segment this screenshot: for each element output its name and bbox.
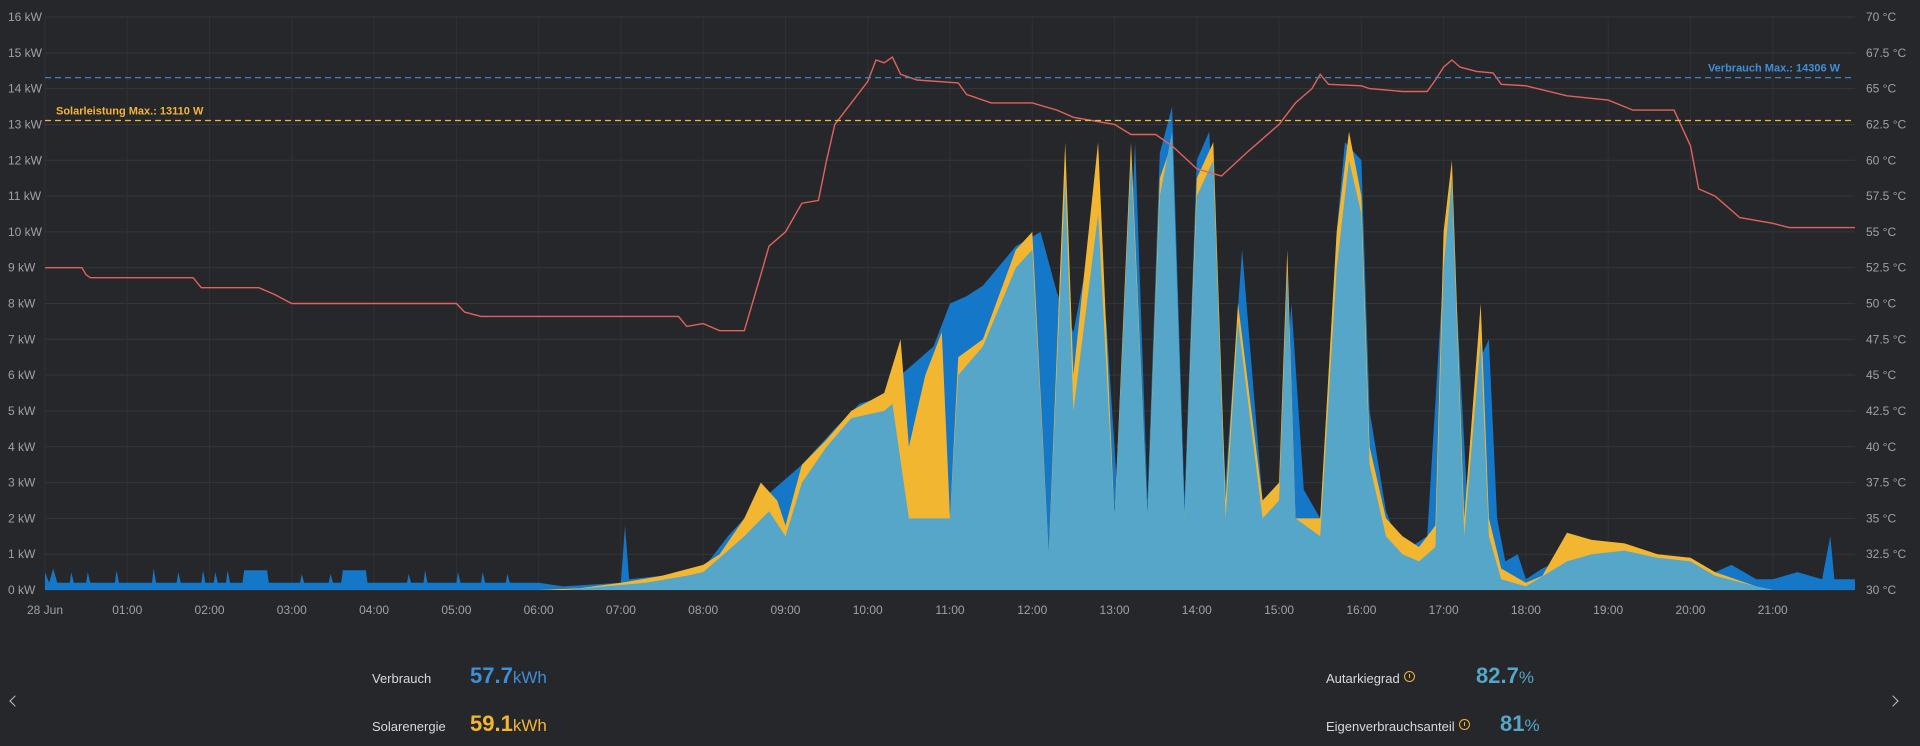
chart-grid [44,16,1855,591]
y-left-tick-label: 0 kW [8,583,36,597]
y-left-tick-label: 11 kW [8,189,42,203]
y-right-tick-label: 30 °C [1866,583,1896,597]
y-right-tick-label: 40 °C [1866,440,1896,454]
chevron-right-icon [1887,695,1899,707]
x-tick-label: 05:00 [441,603,471,617]
stat-solar-number: 59.1 [470,711,513,736]
y-right-tick-label: 65 °C [1866,82,1896,96]
y-right-tick-label: 60 °C [1866,153,1896,167]
y-right-tick-label: 37.5 °C [1866,476,1906,490]
y-left-tick-label: 9 kW [8,261,36,275]
stat-eigenverbrauch-unit: % [1524,716,1540,735]
y-left-tick-label: 12 kW [8,153,43,167]
stat-eigenverbrauch-label-text: Eigenverbrauchsanteil [1326,719,1455,734]
x-tick-label: 10:00 [853,603,883,617]
y-right-tick-label: 32.5 °C [1866,547,1906,561]
y-right-tick-label: 55 °C [1866,225,1896,239]
next-day-button[interactable] [1884,686,1906,716]
series-area-0 [45,106,1855,590]
temperature-line-group [45,56,1855,332]
previous-day-button[interactable] [2,686,24,716]
x-tick-label: 16:00 [1346,603,1376,617]
y-right-tick-label: 42.5 °C [1866,404,1906,418]
x-tick-label: 18:00 [1511,603,1541,617]
reference-line-label-1: Solarleistung Max.: 13110 W [56,105,204,117]
reference-lines: Verbrauch Max.: 14306 W Solarleistung Max… [45,63,1855,122]
y-left-tick-label: 5 kW [8,404,36,418]
x-tick-label: 01:00 [112,603,142,617]
x-tick-label: 08:00 [688,603,718,617]
x-tick-label: 11:00 [935,603,964,617]
stat-autarkiegrad: Autarkiegrad 82.7% [1326,663,1534,689]
info-icon[interactable] [1458,719,1470,730]
x-tick-label: 19:00 [1593,603,1623,617]
temperature-line [45,56,1855,332]
y-left-tick-label: 2 kW [8,511,36,525]
chevron-left-icon [9,695,21,707]
x-tick-label: 13:00 [1100,603,1130,617]
x-tick-label: 09:00 [770,603,800,617]
x-tick-label: 28 Jun [27,603,63,617]
stat-solar-label: Solarenergie [372,719,446,734]
y-right-tick-label: 52.5 °C [1866,261,1906,275]
y-right-tick-label: 45 °C [1866,368,1896,382]
x-tick-label: 07:00 [606,603,636,617]
y-right-tick-label: 62.5 °C [1866,117,1906,131]
y-left-tick-label: 4 kW [8,440,36,454]
x-tick-label: 03:00 [277,603,307,617]
y-left-tick-label: 6 kW [8,368,36,382]
x-tick-label: 17:00 [1429,603,1459,617]
summary-panel: Verbrauch 57.7kWh Solarenergie 59.1kWh A… [0,650,1920,736]
info-icon[interactable] [1403,671,1415,682]
y-axis-left: 0 kW 1 kW 2 kW 3 kW 4 kW 5 kW 6 kW 7 kW 8 kW 9 kW… [8,10,43,597]
stat-verbrauch: Verbrauch 57.7kWh [372,663,547,689]
y-left-tick-label: 13 kW [8,117,43,131]
stat-solarenergie: Solarenergie 59.1kWh [372,711,547,737]
y-axis-right: 30 °C 32.5 °C 35 °C 37.5 °C 40 °C 42.5 °C 45 °… [1866,10,1906,597]
y-right-tick-label: 47.5 °C [1866,332,1906,346]
y-left-tick-label: 1 kW [8,547,36,561]
stat-eigenverbrauchsanteil: Eigenverbrauchsanteil 81% [1326,711,1540,737]
stat-verbrauch-value: 57.7kWh [470,663,547,689]
y-left-tick-label: 10 kW [8,225,43,239]
y-left-tick-label: 3 kW [8,476,36,490]
x-tick-label: 02:00 [195,603,225,617]
chart-areas [45,106,1855,590]
x-axis: 28 Jun 01:00 02:00 03:00 04:00 05:00 06:00 07:0… [27,603,1788,617]
x-tick-label: 15:00 [1264,603,1294,617]
stat-eigenverbrauch-number: 81 [1500,711,1525,736]
y-left-tick-label: 14 kW [8,82,43,96]
stat-autarkie-label-text: Autarkiegrad [1326,671,1400,686]
y-right-tick-label: 57.5 °C [1866,189,1906,203]
series-area-2 [45,131,1773,590]
y-right-tick-label: 50 °C [1866,297,1896,311]
y-left-tick-label: 15 kW [8,46,43,60]
stat-solar-unit: kWh [512,716,547,735]
y-right-tick-label: 67.5 °C [1866,46,1906,60]
y-left-tick-label: 16 kW [8,10,43,24]
x-tick-label: 14:00 [1182,603,1212,617]
energy-chart: Verbrauch Max.: 14306 W Solarleistung Max… [8,10,1906,617]
x-tick-label: 21:00 [1758,603,1788,617]
stat-eigenverbrauch-value: 81% [1500,711,1540,737]
reference-line-label-0: Verbrauch Max.: 14306 W [1708,63,1841,75]
stat-verbrauch-label: Verbrauch [372,671,432,686]
stat-eigenverbrauch-label: Eigenverbrauchsanteil [1326,719,1500,734]
x-tick-label: 20:00 [1675,603,1705,617]
stat-solar-value: 59.1kWh [470,711,547,737]
x-tick-label: 06:00 [524,603,554,617]
x-tick-label: 04:00 [359,603,389,617]
stat-autarkie-label: Autarkiegrad [1326,671,1476,686]
y-left-tick-label: 8 kW [8,297,36,311]
stat-autarkie-unit: % [1518,668,1534,687]
stat-verbrauch-unit: kWh [512,668,547,687]
stat-autarkie-number: 82.7 [1476,663,1519,688]
y-right-tick-label: 70 °C [1866,10,1896,24]
x-tick-label: 12:00 [1017,603,1047,617]
y-right-tick-label: 35 °C [1866,511,1896,525]
stat-autarkie-value: 82.7% [1476,663,1534,689]
stat-verbrauch-number: 57.7 [470,663,513,688]
y-left-tick-label: 7 kW [8,332,36,346]
